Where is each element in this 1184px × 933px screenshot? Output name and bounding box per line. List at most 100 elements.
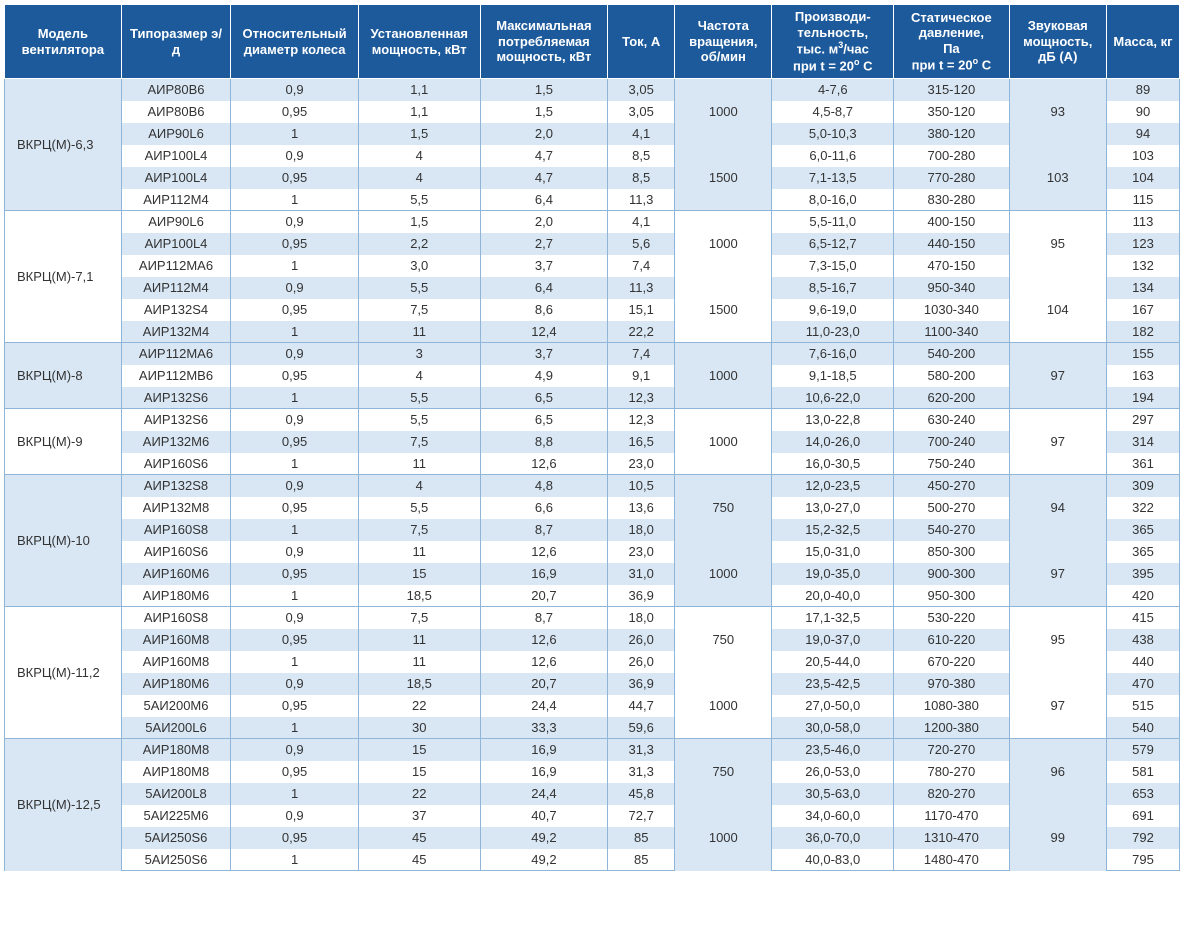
table-group: ВКРЦ(М)-12,5АИР180М80,91516,931,375023,5… <box>5 739 1180 871</box>
cell-perf: 5,0-10,3 <box>772 123 894 145</box>
cell-curr: 36,9 <box>608 585 675 607</box>
cell-curr: 3,05 <box>608 101 675 123</box>
cell-perf: 34,0-60,0 <box>772 805 894 827</box>
cell-diam: 0,9 <box>231 409 359 431</box>
cell-inst: 18,5 <box>358 585 480 607</box>
cell-freq: 1000 <box>675 79 772 145</box>
cell-freq: 1500 <box>675 145 772 211</box>
cell-model: ВКРЦ(М)-8 <box>5 343 122 409</box>
cell-cons: 2,0 <box>480 211 608 233</box>
cell-diam: 0,95 <box>231 695 359 717</box>
cell-cons: 8,7 <box>480 519 608 541</box>
table-group: ВКРЦ(М)-6,3АИР80В60,91,11,53,0510004-7,6… <box>5 79 1180 211</box>
cell-diam: 0,9 <box>231 145 359 167</box>
cell-mass: 155 <box>1106 343 1179 365</box>
cell-press: 400-150 <box>894 211 1010 233</box>
table-row: АИР132S615,56,512,310,6-22,0620-200194 <box>5 387 1180 409</box>
cell-sound: 99 <box>1009 805 1106 871</box>
table-row: 5АИ200L613033,359,630,0-58,01200-380540 <box>5 717 1180 739</box>
cell-mass: 194 <box>1106 387 1179 409</box>
table-row: ВКРЦ(М)-7,1АИР90L60,91,52,04,110005,5-11… <box>5 211 1180 233</box>
cell-mass: 113 <box>1106 211 1179 233</box>
cell-inst: 11 <box>358 453 480 475</box>
cell-perf: 15,0-31,0 <box>772 541 894 563</box>
cell-diam: 1 <box>231 651 359 673</box>
cell-cons: 20,7 <box>480 673 608 695</box>
cell-curr: 15,1 <box>608 299 675 321</box>
cell-press: 470-150 <box>894 255 1010 277</box>
cell-perf: 16,0-30,5 <box>772 453 894 475</box>
cell-cons: 12,6 <box>480 629 608 651</box>
cell-type: АИР132М8 <box>121 497 230 519</box>
cell-diam: 0,95 <box>231 365 359 387</box>
table-row: АИР100L40,944,78,515006,0-11,6700-280103… <box>5 145 1180 167</box>
cell-press: 670-220 <box>894 651 1010 673</box>
cell-mass: 163 <box>1106 365 1179 387</box>
cell-cons: 3,7 <box>480 255 608 277</box>
cell-curr: 4,1 <box>608 123 675 145</box>
cell-sound: 104 <box>1009 277 1106 343</box>
cell-perf: 8,5-16,7 <box>772 277 894 299</box>
cell-diam: 0,95 <box>231 629 359 651</box>
cell-curr: 85 <box>608 849 675 871</box>
cell-diam: 0,95 <box>231 431 359 453</box>
cell-diam: 1 <box>231 255 359 277</box>
cell-cons: 2,7 <box>480 233 608 255</box>
cell-mass: 365 <box>1106 541 1179 563</box>
cell-press: 700-240 <box>894 431 1010 453</box>
header-perf: Производи- тельность, тыс. м3/час при t … <box>772 5 894 79</box>
cell-press: 450-270 <box>894 475 1010 497</box>
cell-type: 5АИ225М6 <box>121 805 230 827</box>
cell-curr: 31,0 <box>608 563 675 585</box>
cell-curr: 9,1 <box>608 365 675 387</box>
cell-press: 620-200 <box>894 387 1010 409</box>
table-row: АИР180М80,951516,931,326,0-53,0780-27058… <box>5 761 1180 783</box>
cell-diam: 1 <box>231 849 359 871</box>
cell-model: ВКРЦ(М)-9 <box>5 409 122 475</box>
cell-diam: 0,95 <box>231 761 359 783</box>
cell-perf: 20,0-40,0 <box>772 585 894 607</box>
cell-cons: 40,7 <box>480 805 608 827</box>
cell-perf: 30,5-63,0 <box>772 783 894 805</box>
cell-mass: 297 <box>1106 409 1179 431</box>
cell-diam: 1 <box>231 453 359 475</box>
cell-diam: 0,95 <box>231 167 359 189</box>
cell-mass: 792 <box>1106 827 1179 849</box>
cell-type: АИР180М6 <box>121 673 230 695</box>
cell-mass: 420 <box>1106 585 1179 607</box>
table-row: ВКРЦ(М)-10АИР132S80,944,810,575012,0-23,… <box>5 475 1180 497</box>
cell-perf: 7,3-15,0 <box>772 255 894 277</box>
cell-type: 5АИ200L8 <box>121 783 230 805</box>
table-row: 5АИ250S60,954549,28536,0-70,01310-470792 <box>5 827 1180 849</box>
cell-curr: 18,0 <box>608 519 675 541</box>
table-row: АИР180М6118,520,736,920,0-40,0950-300420 <box>5 585 1180 607</box>
cell-mass: 309 <box>1106 475 1179 497</box>
cell-curr: 8,5 <box>608 167 675 189</box>
cell-mass: 89 <box>1106 79 1179 101</box>
cell-curr: 16,5 <box>608 431 675 453</box>
cell-mass: 167 <box>1106 299 1179 321</box>
cell-model: ВКРЦ(М)-10 <box>5 475 122 607</box>
cell-press: 900-300 <box>894 563 1010 585</box>
cell-mass: 415 <box>1106 607 1179 629</box>
cell-inst: 30 <box>358 717 480 739</box>
cell-model: ВКРЦ(М)-12,5 <box>5 739 122 871</box>
cell-curr: 36,9 <box>608 673 675 695</box>
cell-press: 820-270 <box>894 783 1010 805</box>
cell-sound: 95 <box>1009 211 1106 277</box>
cell-diam: 1 <box>231 783 359 805</box>
cell-inst: 1,5 <box>358 211 480 233</box>
cell-type: АИР160М6 <box>121 563 230 585</box>
cell-type: АИР180М8 <box>121 761 230 783</box>
cell-curr: 23,0 <box>608 541 675 563</box>
table-row: АИР112М415,56,411,38,0-16,0830-280115 <box>5 189 1180 211</box>
cell-freq: 750 <box>675 607 772 673</box>
table-row: ВКРЦ(М)-8АИР112МА60,933,77,410007,6-16,0… <box>5 343 1180 365</box>
table-row: АИР160М811112,626,020,5-44,0670-220440 <box>5 651 1180 673</box>
cell-type: АИР90L6 <box>121 211 230 233</box>
cell-cons: 12,6 <box>480 541 608 563</box>
cell-sound: 96 <box>1009 739 1106 805</box>
cell-diam: 0,95 <box>231 827 359 849</box>
cell-mass: 103 <box>1106 145 1179 167</box>
cell-inst: 7,5 <box>358 607 480 629</box>
